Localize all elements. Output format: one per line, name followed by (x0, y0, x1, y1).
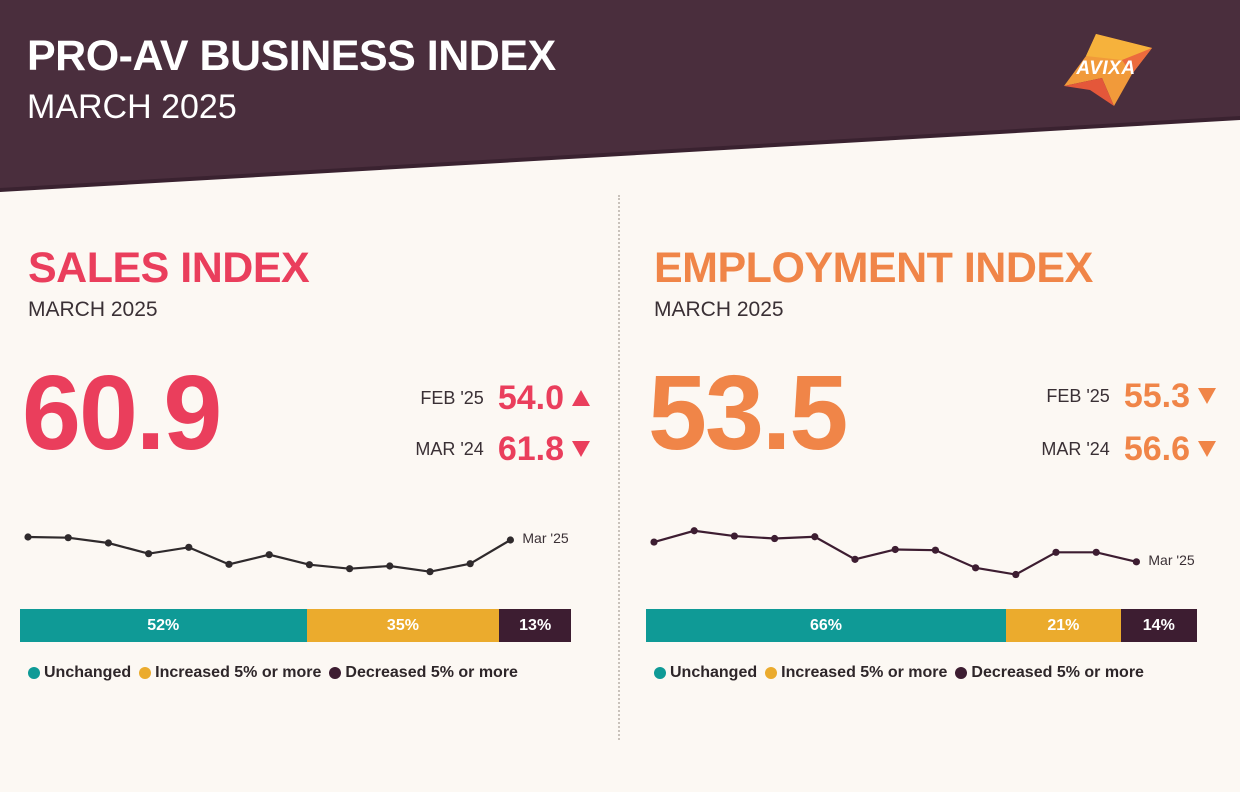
sales-sparkline: Mar '25 (24, 530, 569, 576)
legend-label: Decreased 5% or more (345, 664, 518, 681)
legend-dot (139, 667, 152, 679)
employment-distribution-bar: 66% 21% 14% (646, 609, 1197, 642)
sparkline-point (466, 560, 474, 568)
sparkline-end-label: Mar '25 (522, 530, 568, 546)
employment-index-value: 53.5 (648, 354, 848, 472)
bar-segment-decreased: 13% (499, 609, 571, 642)
sparkline-point (506, 536, 514, 544)
sparkline-point (650, 538, 658, 546)
triangle-down-icon (1198, 441, 1216, 457)
sparkline-point (225, 560, 233, 568)
sparkline-point (145, 550, 153, 558)
legend-decreased: Decreased 5% or more (955, 664, 1144, 682)
sales-title: SALES INDEX (28, 244, 310, 292)
sparkline-point (1052, 548, 1060, 556)
avixa-logo (1064, 34, 1152, 106)
logo-text: AVIXA (1076, 58, 1136, 79)
triangle-down-icon (572, 441, 590, 457)
sales-comparison-mar: MAR '24 61.8 (415, 429, 590, 469)
sales-panel: SALES INDEX MARCH 2025 60.9 FEB '25 54.0… (20, 244, 590, 682)
sparkline-point (64, 534, 72, 542)
sparkline-point (1012, 570, 1020, 579)
legend-label: Unchanged (670, 664, 758, 681)
page-title: PRO-AV BUSINESS INDEX (27, 32, 556, 80)
employment-comparison-mar: MAR '24 56.6 (1041, 429, 1216, 469)
comparison-value: 54.0 (497, 378, 564, 417)
bar-segment-increased: 35% (306, 609, 500, 642)
sparkline-point (24, 533, 32, 541)
sparkline-point (972, 564, 980, 572)
legend-dot (654, 667, 666, 679)
panel-divider (618, 195, 620, 740)
bar-segment-label: 13% (519, 616, 552, 634)
sparkline-point (690, 527, 698, 535)
triangle-up-icon (572, 390, 590, 406)
page-subtitle: MARCH 2025 (27, 88, 237, 126)
sparkline-point (931, 546, 939, 554)
sales-subtitle: MARCH 2025 (28, 298, 158, 321)
employment-title: EMPLOYMENT INDEX (654, 244, 1093, 292)
legend-increased: Increased 5% or more (139, 664, 321, 682)
sparkline-point (811, 533, 819, 541)
legend-label: Unchanged (44, 664, 132, 681)
header-banner (0, 0, 1240, 192)
comparison-label: FEB '25 (420, 387, 484, 408)
legend-dot (28, 667, 40, 679)
sparkline-point (771, 534, 779, 543)
header-edge (0, 116, 1240, 192)
sales-distribution-bar: 52% 35% 13% (20, 609, 571, 642)
sales-index-value: 60.9 (22, 354, 222, 472)
sparkline-point (730, 532, 738, 540)
sparkline-point (346, 565, 354, 573)
sparkline-point (265, 551, 273, 559)
legend-dot (765, 667, 778, 679)
legend-label: Increased 5% or more (155, 664, 322, 681)
sparkline-point (1132, 558, 1140, 566)
bar-segment-label: 21% (1047, 616, 1080, 634)
sparkline-end-label: Mar '25 (1148, 552, 1194, 568)
sales-legend: Unchanged Increased 5% or more Decreased… (28, 664, 526, 682)
bar-segment-label: 66% (810, 616, 843, 634)
comparison-value: 56.6 (1123, 429, 1190, 468)
comparison-value: 55.3 (1123, 376, 1190, 415)
legend-dot (955, 667, 968, 679)
comparison-label: MAR '24 (415, 438, 484, 459)
bar-segment-increased: 21% (1006, 609, 1121, 642)
comparison-label: FEB '25 (1046, 385, 1110, 406)
sparkline-point (104, 539, 112, 547)
bar-segment-label: 35% (386, 616, 419, 634)
comparison-value: 61.8 (497, 429, 564, 468)
sparkline-point (891, 545, 899, 554)
comparison-label: MAR '24 (1041, 438, 1110, 459)
sparkline-point (305, 561, 313, 569)
bar-segment-decreased: 14% (1120, 609, 1197, 642)
triangle-down-icon (1198, 388, 1216, 404)
bar-segment-label: 14% (1142, 616, 1175, 634)
sparkline-point (426, 568, 434, 576)
sparkline-point (1092, 548, 1100, 556)
bar-segment-label: 52% (147, 616, 180, 634)
sparkline-point (185, 543, 193, 551)
bar-segment-unchanged: 52% (20, 609, 307, 642)
legend-label: Decreased 5% or more (971, 664, 1144, 681)
employment-comparison-feb: FEB '25 55.3 (1046, 376, 1216, 416)
employment-legend: Unchanged Increased 5% or more Decreased… (654, 664, 1152, 682)
employment-sparkline: Mar '25 (650, 527, 1195, 579)
legend-label: Increased 5% or more (781, 664, 948, 681)
header-background (0, 0, 1240, 190)
sparkline-point (386, 562, 394, 570)
legend-dot (329, 667, 342, 679)
legend-unchanged: Unchanged (654, 664, 757, 682)
sparkline-point (851, 555, 859, 563)
employment-subtitle: MARCH 2025 (654, 298, 784, 321)
legend-increased: Increased 5% or more (765, 664, 947, 682)
legend-decreased: Decreased 5% or more (329, 664, 518, 682)
bar-segment-unchanged: 66% (646, 609, 1007, 642)
legend-unchanged: Unchanged (28, 664, 131, 682)
employment-panel: EMPLOYMENT INDEX MARCH 2025 53.5 FEB '25… (626, 0, 1240, 792)
sales-comparison-feb: FEB '25 54.0 (420, 378, 590, 418)
